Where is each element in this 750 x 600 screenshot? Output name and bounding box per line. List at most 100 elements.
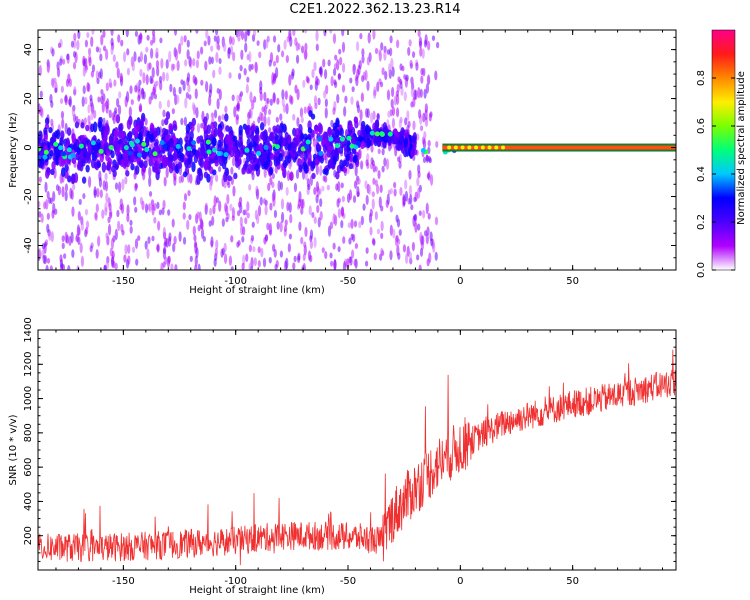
- spectrogram-noise-mark: [116, 67, 120, 79]
- spectrogram-noise-mark: [110, 30, 114, 37]
- snr-y-tick-label: 200: [23, 526, 34, 545]
- spectrogram-noise-mark: [207, 35, 211, 46]
- spectrogram-noise-mark: [105, 192, 109, 203]
- spectrogram-noise-mark: [231, 94, 235, 102]
- spectrogram-band-mark: [217, 139, 222, 148]
- spectrogram-band-mark: [74, 121, 80, 129]
- spectrogram-noise-mark: [319, 165, 323, 176]
- spectrogram-band-mark: [364, 124, 370, 135]
- spectrogram-noise-mark: [126, 67, 131, 76]
- spectrogram-noise-mark: [244, 209, 248, 216]
- spectrogram-noise-mark: [368, 184, 372, 196]
- spectrogram-noise-mark: [434, 251, 438, 261]
- spectrogram-band-mark: [87, 144, 92, 154]
- spectrogram-noise-mark: [269, 202, 273, 211]
- spectrogram-noise-mark: [405, 253, 409, 265]
- spectrogram-noise-mark: [367, 36, 371, 43]
- spectrogram-noise-mark: [104, 48, 109, 61]
- spectrogram-noise-mark: [271, 181, 275, 189]
- spectrogram-band-mark: [246, 167, 251, 175]
- spectrogram-noise-mark: [379, 81, 384, 88]
- spectrogram-noise-mark: [422, 156, 427, 164]
- spectrogram-noise-mark: [147, 236, 151, 244]
- spectrogram-noise-mark: [361, 48, 365, 57]
- spectrogram-noise-mark: [418, 210, 422, 216]
- spectrogram-noise-mark: [131, 60, 135, 72]
- snr-x-tick-label: 50: [566, 576, 579, 587]
- spectrogram-noise-mark: [315, 194, 319, 204]
- spectrogram-peak-mark: [206, 149, 212, 155]
- spectrogram-noise-mark: [300, 45, 305, 54]
- spectrogram-noise-mark: [110, 37, 114, 47]
- spectrogram-band-mark: [187, 153, 192, 165]
- spectrogram-noise-mark: [163, 176, 167, 187]
- spectrogram-noise-mark: [67, 265, 71, 270]
- spectrogram-noise-mark: [426, 226, 430, 236]
- spectrogram-noise-mark: [374, 47, 379, 55]
- snr-y-tick-label: 1400: [23, 317, 34, 342]
- spectrogram-noise-mark: [355, 178, 359, 186]
- spectrogram-noise-mark: [125, 30, 129, 38]
- spectrogram-noise-mark: [268, 229, 273, 236]
- spectrogram-noise-mark: [120, 203, 125, 214]
- spectrogram-band-mark: [272, 125, 277, 132]
- spectrogram-band-mark: [366, 137, 372, 149]
- spectrogram-band-mark: [290, 144, 296, 155]
- spectrogram-noise-mark: [413, 214, 417, 221]
- spectrogram-noise-mark: [271, 172, 275, 180]
- spectrogram-noise-mark: [53, 77, 57, 84]
- spectrogram-noise-mark: [338, 48, 342, 55]
- spectrogram-noise-mark: [263, 115, 267, 127]
- spectrogram-noise-mark: [288, 233, 293, 240]
- spectrogram-noise-mark: [224, 202, 228, 213]
- spectrogram-band-mark: [213, 127, 219, 137]
- spectrogram-noise-mark: [245, 83, 249, 94]
- spectrogram-noise-mark: [380, 205, 384, 212]
- spectrogram-noise-mark: [356, 186, 360, 198]
- spectrogram-peak-mark: [212, 147, 218, 153]
- spectrogram-noise-mark: [185, 92, 189, 99]
- spectrogram-noise-mark: [267, 182, 271, 192]
- spectrogram-band-mark: [145, 134, 150, 143]
- spectrogram-noise-mark: [240, 49, 244, 60]
- spectrogram-noise-mark: [113, 79, 117, 87]
- spectrogram-noise-mark: [210, 112, 215, 119]
- spectrogram-noise-mark: [390, 86, 395, 98]
- spectrogram-noise-mark: [126, 48, 130, 56]
- spectrogram-noise-mark: [145, 74, 149, 86]
- spectrogram-noise-mark: [315, 164, 319, 176]
- spectrogram-noise-mark: [54, 87, 58, 94]
- spectrogram-noise-mark: [46, 212, 50, 220]
- spectrogram-band-mark: [143, 160, 148, 169]
- spectrogram-noise-mark: [371, 198, 375, 210]
- spectrogram-noise-mark: [295, 169, 300, 180]
- spectrogram-band-mark: [310, 161, 316, 169]
- spectrogram-peak-mark: [318, 151, 324, 157]
- spectrogram-noise-mark: [65, 234, 69, 245]
- spectrogram-band-mark: [81, 176, 87, 184]
- spectrogram-noise-mark: [257, 205, 262, 217]
- spectrogram-noise-mark: [64, 95, 68, 103]
- spectrogram-noise-mark: [416, 177, 420, 187]
- spectrogram-noise-mark: [337, 246, 341, 253]
- spectrogram-noise-mark: [353, 258, 357, 267]
- spectrogram-noise-mark: [308, 205, 312, 216]
- spectrogram-noise-mark: [266, 97, 270, 104]
- spectrogram-noise-mark: [428, 252, 432, 264]
- spectrogram-noise-mark: [313, 186, 317, 196]
- spectrogram-band-mark: [289, 171, 294, 182]
- spectrogram-noise-mark: [84, 39, 89, 48]
- spectrogram-band-mark: [120, 159, 125, 168]
- spectrogram-noise-mark: [381, 148, 385, 156]
- spectrogram-noise-mark: [114, 262, 118, 270]
- spectrogram-noise-mark: [273, 74, 277, 84]
- spectrogram-x-tick-label: 50: [566, 276, 579, 287]
- spectrogram-noise-mark: [340, 182, 344, 189]
- spectrogram-noise-mark: [70, 189, 74, 200]
- spectrogram-noise-mark: [228, 35, 233, 45]
- spectrogram-noise-mark: [280, 50, 285, 58]
- spectrogram-noise-mark: [297, 43, 301, 51]
- spectrogram-noise-mark: [199, 217, 204, 230]
- spectrogram-noise-mark: [333, 259, 337, 270]
- spectrogram-noise-mark: [237, 240, 241, 246]
